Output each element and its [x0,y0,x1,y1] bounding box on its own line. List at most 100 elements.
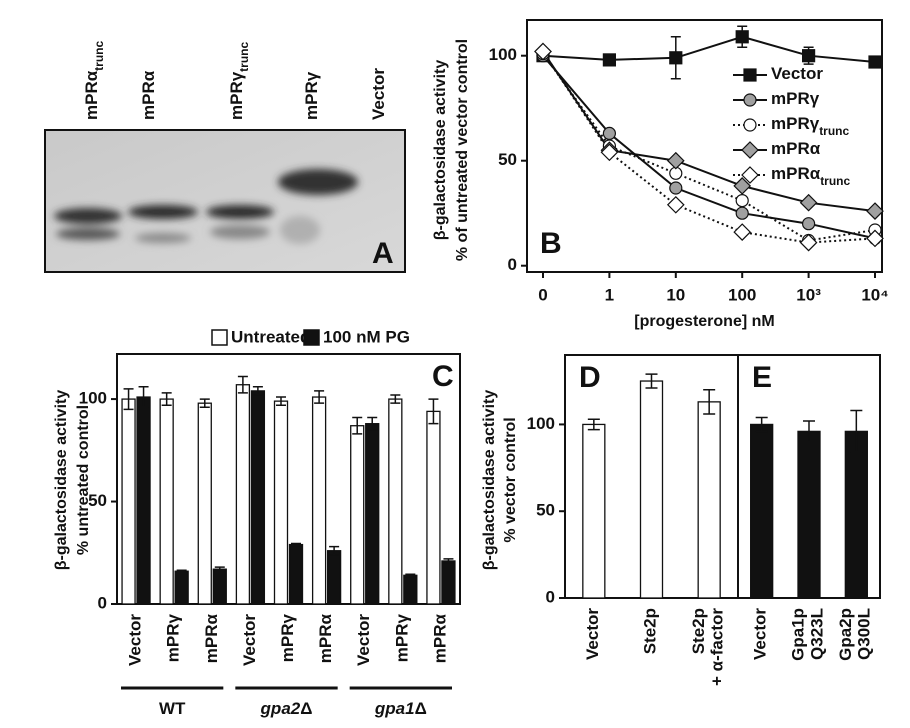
marker [733,223,752,241]
error-bar [428,398,439,425]
marker [741,141,759,159]
blot-bands [54,169,358,244]
y-tick-label: 50 [536,501,555,520]
x-tick-label: Gpa1pQ323L [789,608,827,661]
bar [750,423,774,599]
blot-frame [44,129,406,273]
series-line [542,50,876,244]
panel-letter: B [540,227,562,260]
y-tick-label: 100 [79,389,107,408]
x-tick-label: Ste2p+ α-factor [689,608,727,686]
y-axis-label: % of untreated vector control [454,39,471,261]
legend-label-main: mPRα [771,164,821,183]
x-tick-label-line: Ste2p [689,608,708,654]
x-tick-label: mPRα [430,613,449,663]
error-bar [123,388,134,411]
lane-label-main: mPRγ [227,71,246,120]
x-tick-label: mPRγ [164,613,183,662]
marker [801,49,816,63]
group-name: gpa1 [374,699,415,718]
x-tick-label: Vector [240,614,259,666]
error-bar [587,418,600,431]
lane-label: mPRα [139,70,158,120]
lane-label: mPRαtrunc [82,40,106,120]
bar [288,543,304,605]
marker [602,53,617,67]
bar [844,430,868,599]
marker [735,194,749,208]
plot-frame [116,353,461,605]
bar [136,396,151,605]
y-axis-label: % untreated control [75,405,92,555]
legend-label-main: mPRα [771,139,821,158]
legend-label: Vector [771,64,823,83]
y-axis-label: β-galactosidase activity [432,60,449,241]
y-tick-label: 100 [489,45,517,64]
x-tick-label: Gpa2pQ300L [836,608,874,661]
bar [350,425,365,605]
error-bar [405,573,416,578]
legend-swatch [303,329,320,346]
lane-label-main: mPRα [82,70,101,120]
group-suffix: Δ [300,699,312,718]
bar [235,384,251,605]
plot-frame [737,354,881,599]
group-label: WT [159,699,186,718]
legend-label: Untreated [231,327,310,346]
marker [666,151,685,170]
y-axis-label: β-galactosidase activity [53,390,70,571]
marker [801,217,816,231]
legend-label: mPRγ [771,89,820,108]
x-tick-label: 0 [538,285,547,304]
panel-letter: E [752,361,772,394]
bar [697,401,721,599]
error-bar [645,373,658,389]
bar [403,574,418,605]
legend-label: mPRαtrunc [771,164,851,188]
bar [159,398,174,605]
marker [669,181,683,195]
series-line [542,35,876,63]
x-tick-label-line: + α-factor [708,608,727,686]
bar [582,423,606,599]
y-tick-label: 0 [98,593,107,612]
legend-label-sub: trunc [819,124,849,138]
x-tick-label-line: Vector [583,608,602,660]
legend-label: 100 nM PG [323,327,410,346]
legend-label-main: mPRγ [771,114,820,133]
error-bar [176,569,187,573]
y-tick-label: 50 [498,150,517,169]
y-tick-label: 50 [88,491,107,510]
panel-letter: C [432,360,454,393]
marker [669,51,683,65]
error-bar [252,386,263,396]
x-tick-label-line: Q300L [855,608,874,660]
x-tick-label: Vector [583,608,602,660]
bar [121,398,136,605]
marker [534,42,552,61]
marker [735,206,749,220]
lane-label-main: Vector [369,68,388,120]
bar [197,402,212,605]
lane-label-main: mPRα [139,70,158,120]
error-bar [161,392,172,406]
series-line [542,53,876,242]
error-bar [329,545,340,556]
lane-label: mPRγtrunc [227,41,251,120]
bar [212,568,227,605]
panel-letter: D [579,361,601,394]
marker [866,229,884,248]
error-bar [276,396,286,406]
error-bar [703,388,716,415]
x-tick-label: Vector [751,608,770,660]
marker [868,55,882,69]
marker [733,177,752,195]
bar [174,570,189,605]
group-suffix: Δ [415,699,427,718]
legend-label-main: Vector [771,64,823,83]
error-bar [291,542,301,547]
x-tick-label: 100 [728,285,756,304]
x-tick-label: Vector [354,614,373,666]
x-tick-label: 1 [605,285,614,304]
